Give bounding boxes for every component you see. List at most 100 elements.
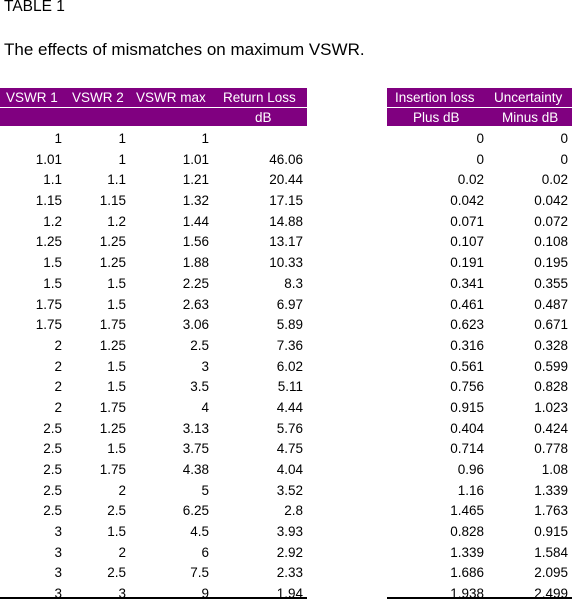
cell-vswr-max: 1.56 [182,234,209,250]
cell-return-loss: 4.44 [276,399,303,415]
cell-vswr2: 2.5 [107,503,126,519]
cell-uncertainty: 0.424 [534,420,568,436]
table-row: 1.75 1.75 3.06 5.89 0.623 0.671 [0,315,572,336]
table-row: 3 3 9 1.94 1.938 2.499 [0,584,572,605]
cell-vswr2: 1.25 [99,255,126,271]
cell-insertion-loss: 0.756 [450,379,484,395]
cell-vswr2: 1.15 [99,193,126,209]
cell-uncertainty: 0.671 [534,317,568,333]
table-row: 1.75 1.5 2.63 6.97 0.461 0.487 [0,295,572,316]
cell-vswr2: 1.5 [107,275,126,291]
table-bottom-rule-left [0,597,307,599]
cell-return-loss: 3.52 [276,482,303,498]
cell-vswr2: 1.1 [107,172,126,188]
cell-vswr-max: 3.5 [190,379,209,395]
cell-vswr1: 3 [54,524,62,540]
cell-return-loss: 46.06 [269,151,303,167]
cell-return-loss: 10.33 [269,255,303,271]
cell-vswr2: 1.5 [107,379,126,395]
cell-insertion-loss: 1.339 [450,544,484,560]
cell-vswr1: 1.2 [43,213,62,229]
cell-return-loss: 14.88 [269,213,303,229]
header-divider-right [387,107,572,108]
cell-uncertainty: 1.584 [534,544,568,560]
cell-insertion-loss: 0.042 [450,193,484,209]
cell-uncertainty: 1.023 [534,399,568,415]
header-uncertainty: Uncertainty [494,90,563,105]
cell-return-loss: 13.17 [269,234,303,250]
cell-insertion-loss: 0.191 [450,255,484,271]
cell-vswr1: 3 [54,544,62,560]
table-row: 1.5 1.25 1.88 10.33 0.191 0.195 [0,253,572,274]
cell-insertion-loss: 0.461 [450,296,484,312]
cell-return-loss: 17.15 [269,193,303,209]
cell-vswr-max: 1.88 [182,255,209,271]
cell-vswr-max: 1.44 [182,213,209,229]
cell-vswr-max: 9 [201,586,209,602]
cell-vswr-max: 1.01 [182,151,209,167]
cell-vswr1: 2 [54,358,62,374]
cell-vswr-max: 1.21 [182,172,209,188]
cell-insertion-loss: 0.714 [450,441,484,457]
cell-vswr2: 1.5 [107,524,126,540]
cell-vswr-max: 7.5 [190,565,209,581]
cell-return-loss: 5.89 [276,317,303,333]
cell-vswr2: 1.75 [99,317,126,333]
cell-return-loss: 4.04 [276,462,303,477]
cell-vswr2: 1.75 [99,462,126,477]
cell-vswr-max: 6.25 [182,503,209,519]
header-vswr1: VSWR 1 [6,90,58,105]
cell-vswr1: 2 [54,379,62,395]
cell-insertion-loss: 0.404 [450,420,484,436]
cell-insertion-loss: 0.341 [450,275,484,291]
cell-uncertainty: 0 [560,151,568,167]
cell-insertion-loss: 0.107 [450,234,484,250]
cell-insertion-loss: 0.915 [450,399,484,415]
cell-vswr1: 2.5 [43,482,62,498]
cell-insertion-loss: 0.828 [450,524,484,540]
cell-uncertainty: 2.499 [534,586,568,602]
table-row: 1 1 1 0 0 [0,129,572,150]
cell-vswr1: 3 [54,586,62,602]
cell-uncertainty: 1.08 [541,462,568,477]
cell-insertion-loss: 1.938 [450,586,484,602]
cell-uncertainty: 0.02 [541,172,568,188]
table-bottom-rule-right [387,597,572,599]
header-vswr-max: VSWR max [136,90,206,105]
cell-uncertainty: 2.095 [534,565,568,581]
cell-vswr2: 1 [118,131,126,146]
cell-vswr1: 1.1 [43,172,62,188]
cell-vswr-max: 4 [201,399,209,415]
table-row: 3 2.5 7.5 2.33 1.686 2.095 [0,563,572,584]
cell-uncertainty: 0.328 [534,337,568,353]
cell-return-loss: 2.33 [276,565,303,581]
cell-return-loss: 1.94 [276,586,303,602]
cell-vswr2: 1.75 [99,399,126,415]
table-row: 2 1.25 2.5 7.36 0.316 0.328 [0,336,572,357]
cell-vswr1: 3 [54,565,62,581]
cell-return-loss: 4.75 [276,441,303,457]
cell-insertion-loss: 0.316 [450,337,484,353]
cell-vswr2: 2 [118,544,126,560]
cell-return-loss: 8.3 [284,275,303,291]
cell-vswr-max: 1.32 [182,193,209,209]
cell-vswr2: 1.25 [99,337,126,353]
table-row: 1.1 1.1 1.21 20.44 0.02 0.02 [0,170,572,191]
cell-uncertainty: 0.108 [534,234,568,250]
cell-return-loss: 2.8 [284,503,303,519]
header-vswr2: VSWR 2 [72,90,124,105]
cell-vswr-max: 5 [201,482,209,498]
cell-return-loss: 6.02 [276,358,303,374]
table-row: 3 1.5 4.5 3.93 0.828 0.915 [0,522,572,543]
cell-vswr2: 3 [118,586,126,602]
table-row: 1.01 1 1.01 46.06 0 0 [0,150,572,171]
cell-vswr-max: 1 [201,131,209,146]
cell-uncertainty: 0.487 [534,296,568,312]
cell-vswr-max: 3.75 [182,441,209,457]
cell-vswr-max: 2.63 [182,296,209,312]
cell-vswr-max: 2.25 [182,275,209,291]
cell-uncertainty: 1.339 [534,482,568,498]
header-insertion-loss: Insertion loss [395,90,475,105]
cell-vswr1: 2.5 [43,503,62,519]
cell-vswr1: 1.5 [43,255,62,271]
